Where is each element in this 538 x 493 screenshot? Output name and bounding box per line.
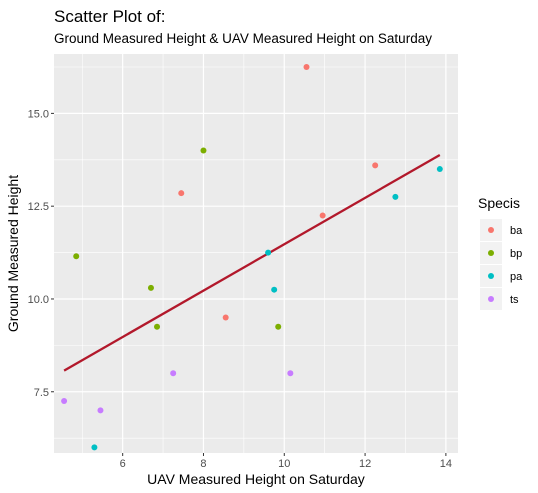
- legend-key-bp: [488, 250, 494, 256]
- minor-gridlines: [54, 54, 458, 453]
- data-point-pa: [436, 166, 443, 173]
- data-point-bp: [73, 253, 80, 260]
- x-tick-label: 10: [278, 458, 290, 470]
- y-axis-title: Ground Measured Height: [5, 175, 21, 332]
- data-point-bp: [200, 147, 207, 154]
- x-axis-title: UAV Measured Height on Saturday: [147, 471, 365, 487]
- legend-label-ba: ba: [510, 225, 523, 237]
- data-point-ba: [178, 190, 185, 197]
- legend-label-pa: pa: [510, 271, 523, 283]
- chart-subtitle: Ground Measured Height & UAV Measured He…: [54, 31, 432, 46]
- data-point-bp: [154, 323, 161, 330]
- data-point-ba: [372, 162, 379, 169]
- data-point-pa: [392, 193, 399, 200]
- plot-panel: [54, 54, 458, 453]
- data-point-pa: [91, 444, 98, 451]
- y-tick-label: 7.5: [34, 387, 49, 399]
- x-tick-label: 6: [120, 458, 126, 470]
- legend-key-pa: [488, 273, 494, 279]
- data-point-ts: [287, 370, 294, 377]
- data-point-pa: [271, 286, 278, 293]
- trend-line: [63, 153, 441, 372]
- data-point-ts: [61, 398, 68, 405]
- legend-label-bp: bp: [510, 248, 522, 260]
- legend-key-ts: [488, 296, 494, 302]
- data-point-ba: [303, 63, 310, 70]
- chart-title: Scatter Plot of:: [54, 7, 166, 26]
- data-point-bp: [275, 323, 282, 330]
- data-point-pa: [265, 249, 272, 256]
- data-point-bp: [147, 284, 154, 291]
- points-layer: [61, 63, 443, 451]
- data-point-ba: [222, 314, 229, 321]
- y-axis: 7.5 10.0 12.5 15.0: [28, 108, 54, 399]
- legend-label-ts: ts: [510, 294, 519, 306]
- data-point-ba: [319, 212, 326, 219]
- y-tick-label: 15.0: [28, 108, 49, 120]
- legend-key-ba: [488, 227, 494, 233]
- x-tick-label: 8: [200, 458, 206, 470]
- x-tick-label: 12: [359, 458, 371, 470]
- legend: Specis ba bp pa ts: [478, 195, 523, 310]
- major-gridlines: [54, 54, 458, 453]
- data-point-ts: [170, 370, 177, 377]
- y-tick-label: 10.0: [28, 294, 49, 306]
- y-tick-label: 12.5: [28, 201, 49, 213]
- data-point-ts: [97, 407, 104, 414]
- x-tick-label: 14: [440, 458, 452, 470]
- legend-title: Specis: [478, 195, 520, 211]
- x-axis: 6 8 10 12 14: [120, 453, 452, 470]
- trend-line-layer: [63, 153, 441, 372]
